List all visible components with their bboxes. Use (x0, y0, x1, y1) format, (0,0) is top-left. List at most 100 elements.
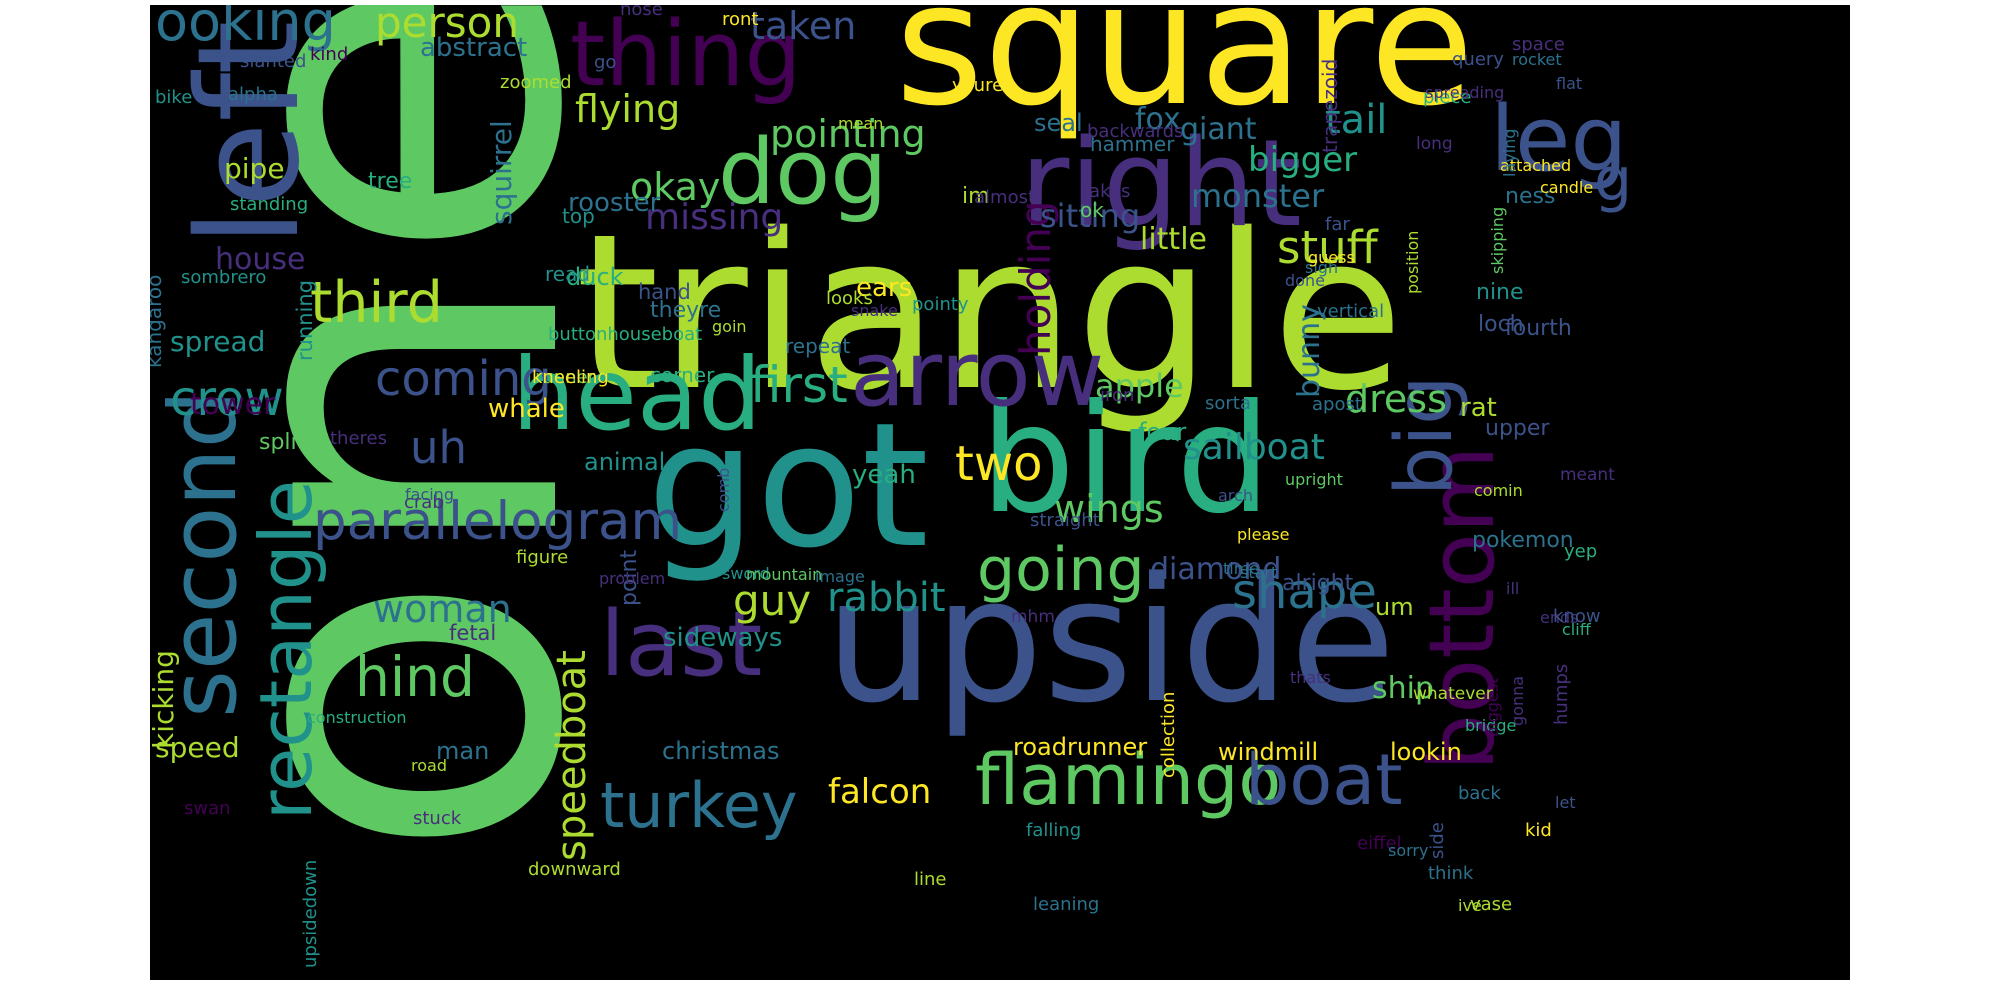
word-alright: alright (1282, 571, 1354, 596)
word-little: little (1140, 222, 1207, 257)
word-windmill: windmill (1218, 738, 1319, 766)
word-position: position (1403, 230, 1422, 294)
word-mountain: mountain (746, 565, 823, 584)
word-let: let (1555, 793, 1576, 812)
word-rooster: rooster (568, 188, 661, 218)
word-bridge: bridge (1465, 716, 1517, 735)
word-rat: rat (1460, 393, 1497, 423)
word-turkey: turkey (600, 769, 798, 842)
word-ness: ness (1505, 184, 1556, 209)
word-splits: splits (259, 430, 317, 455)
word-speed: speed (155, 731, 240, 764)
word-know: know (1553, 606, 1601, 627)
word-apost: apost (1312, 394, 1362, 415)
word-four: four (1138, 418, 1187, 446)
word-speedboat: speedboat (549, 650, 595, 861)
word-house: house (215, 242, 306, 277)
word-square: square (895, 5, 1475, 144)
word-first: first (750, 356, 848, 414)
word-animal: animal (584, 448, 666, 476)
word-long: long (1416, 134, 1453, 154)
word-duck: duck (566, 263, 624, 291)
word-swan: swan (184, 798, 231, 819)
word-time: time (1223, 559, 1260, 578)
word-yeah: yeah (852, 460, 916, 490)
word-upper: upper (1485, 416, 1550, 441)
word-body: body (350, 205, 395, 226)
word-buttonhouseboat: buttonhouseboat (548, 324, 703, 345)
word-side: side (1427, 822, 1448, 859)
word-please: please (1237, 525, 1290, 544)
word-nine: nine (1476, 280, 1524, 305)
word-yep: yep (1564, 541, 1598, 562)
word-downward: downward (528, 859, 621, 880)
word-vase: vase (1470, 894, 1513, 915)
word-sword: sword (722, 564, 770, 583)
word-sign: sign (1305, 258, 1339, 277)
word-laying: laying (1500, 128, 1519, 177)
word-vertical: vertical (1317, 301, 1385, 322)
word-sideways: sideways (663, 623, 783, 653)
word-back: back (1458, 783, 1501, 804)
word-hammer: hammer (1090, 132, 1175, 156)
word-triangle: triangle (575, 187, 1404, 438)
word-kid: kid (1525, 820, 1552, 841)
word-giant: giant (1180, 112, 1257, 147)
word-whatever: whatever (1413, 684, 1493, 704)
word-youre: youre (952, 75, 1004, 96)
word-um: um (1375, 593, 1414, 621)
word-goin: goin (712, 317, 747, 336)
word-fox: fox (1135, 102, 1181, 137)
word-missing: missing (645, 197, 784, 238)
word-ship: ship (1372, 671, 1435, 706)
word-sailboat: sailboat (1183, 427, 1325, 468)
word-piece: piece (1423, 87, 1472, 108)
word-comin: comin (1474, 481, 1523, 500)
word-ok: ok (1080, 198, 1104, 222)
word-rabbit: rabbit (827, 575, 946, 621)
word-diamond: diamond (1150, 552, 1282, 587)
word-done: done (1285, 271, 1325, 290)
word-go: go (594, 52, 617, 73)
word-almost: almost (974, 187, 1036, 208)
word-head: head (512, 336, 762, 453)
word-okay: okay (630, 165, 721, 209)
word-roadrunner: roadrunner (1013, 733, 1148, 761)
word-thats: thats (1290, 668, 1331, 687)
word-snake: snake (851, 301, 898, 320)
word-man: man (436, 737, 490, 765)
word-sombrero: sombrero (181, 267, 267, 288)
word-candle: candle (1540, 178, 1594, 197)
word-coming: coming (375, 351, 552, 407)
word-space: space (1512, 34, 1565, 55)
word-backwards: backwards (1087, 121, 1184, 142)
word-going: going (977, 535, 1145, 605)
word-person: person (375, 5, 519, 47)
word-problem: problem (599, 569, 666, 588)
word-meant: meant (1560, 465, 1615, 485)
word-alpha: alpha (228, 84, 278, 105)
word-cliff: cliff (1562, 620, 1591, 639)
word-fourth: fourth (1505, 316, 1572, 341)
word-seal: seal (1034, 109, 1083, 137)
word-tree: tree (368, 169, 413, 194)
word-theyre: theyre (650, 298, 722, 323)
word-last: last (600, 592, 763, 697)
word-runner: runner (535, 367, 596, 388)
word-ront: ront (722, 9, 759, 30)
word-iron: iron (1100, 385, 1135, 406)
word-squirrel: squirrel (485, 120, 518, 225)
word-pokemon: pokemon (1472, 528, 1574, 553)
word-spreading: spreading (1425, 83, 1505, 102)
word-cloud-canvas: one triangle square got upside bird left head ri… (150, 5, 1850, 980)
word-corner: corner (650, 363, 715, 387)
word-arrow: arrow (850, 322, 1105, 427)
word-sorta: sorta (1205, 393, 1251, 414)
word-got: got (647, 385, 929, 586)
word-apple: apple (1095, 367, 1184, 405)
word-running: running (293, 279, 317, 361)
word-road: road (411, 756, 447, 775)
word-think: think (1428, 863, 1474, 884)
word-takes: takes (1082, 181, 1131, 202)
word-attached: attached (1500, 156, 1572, 175)
